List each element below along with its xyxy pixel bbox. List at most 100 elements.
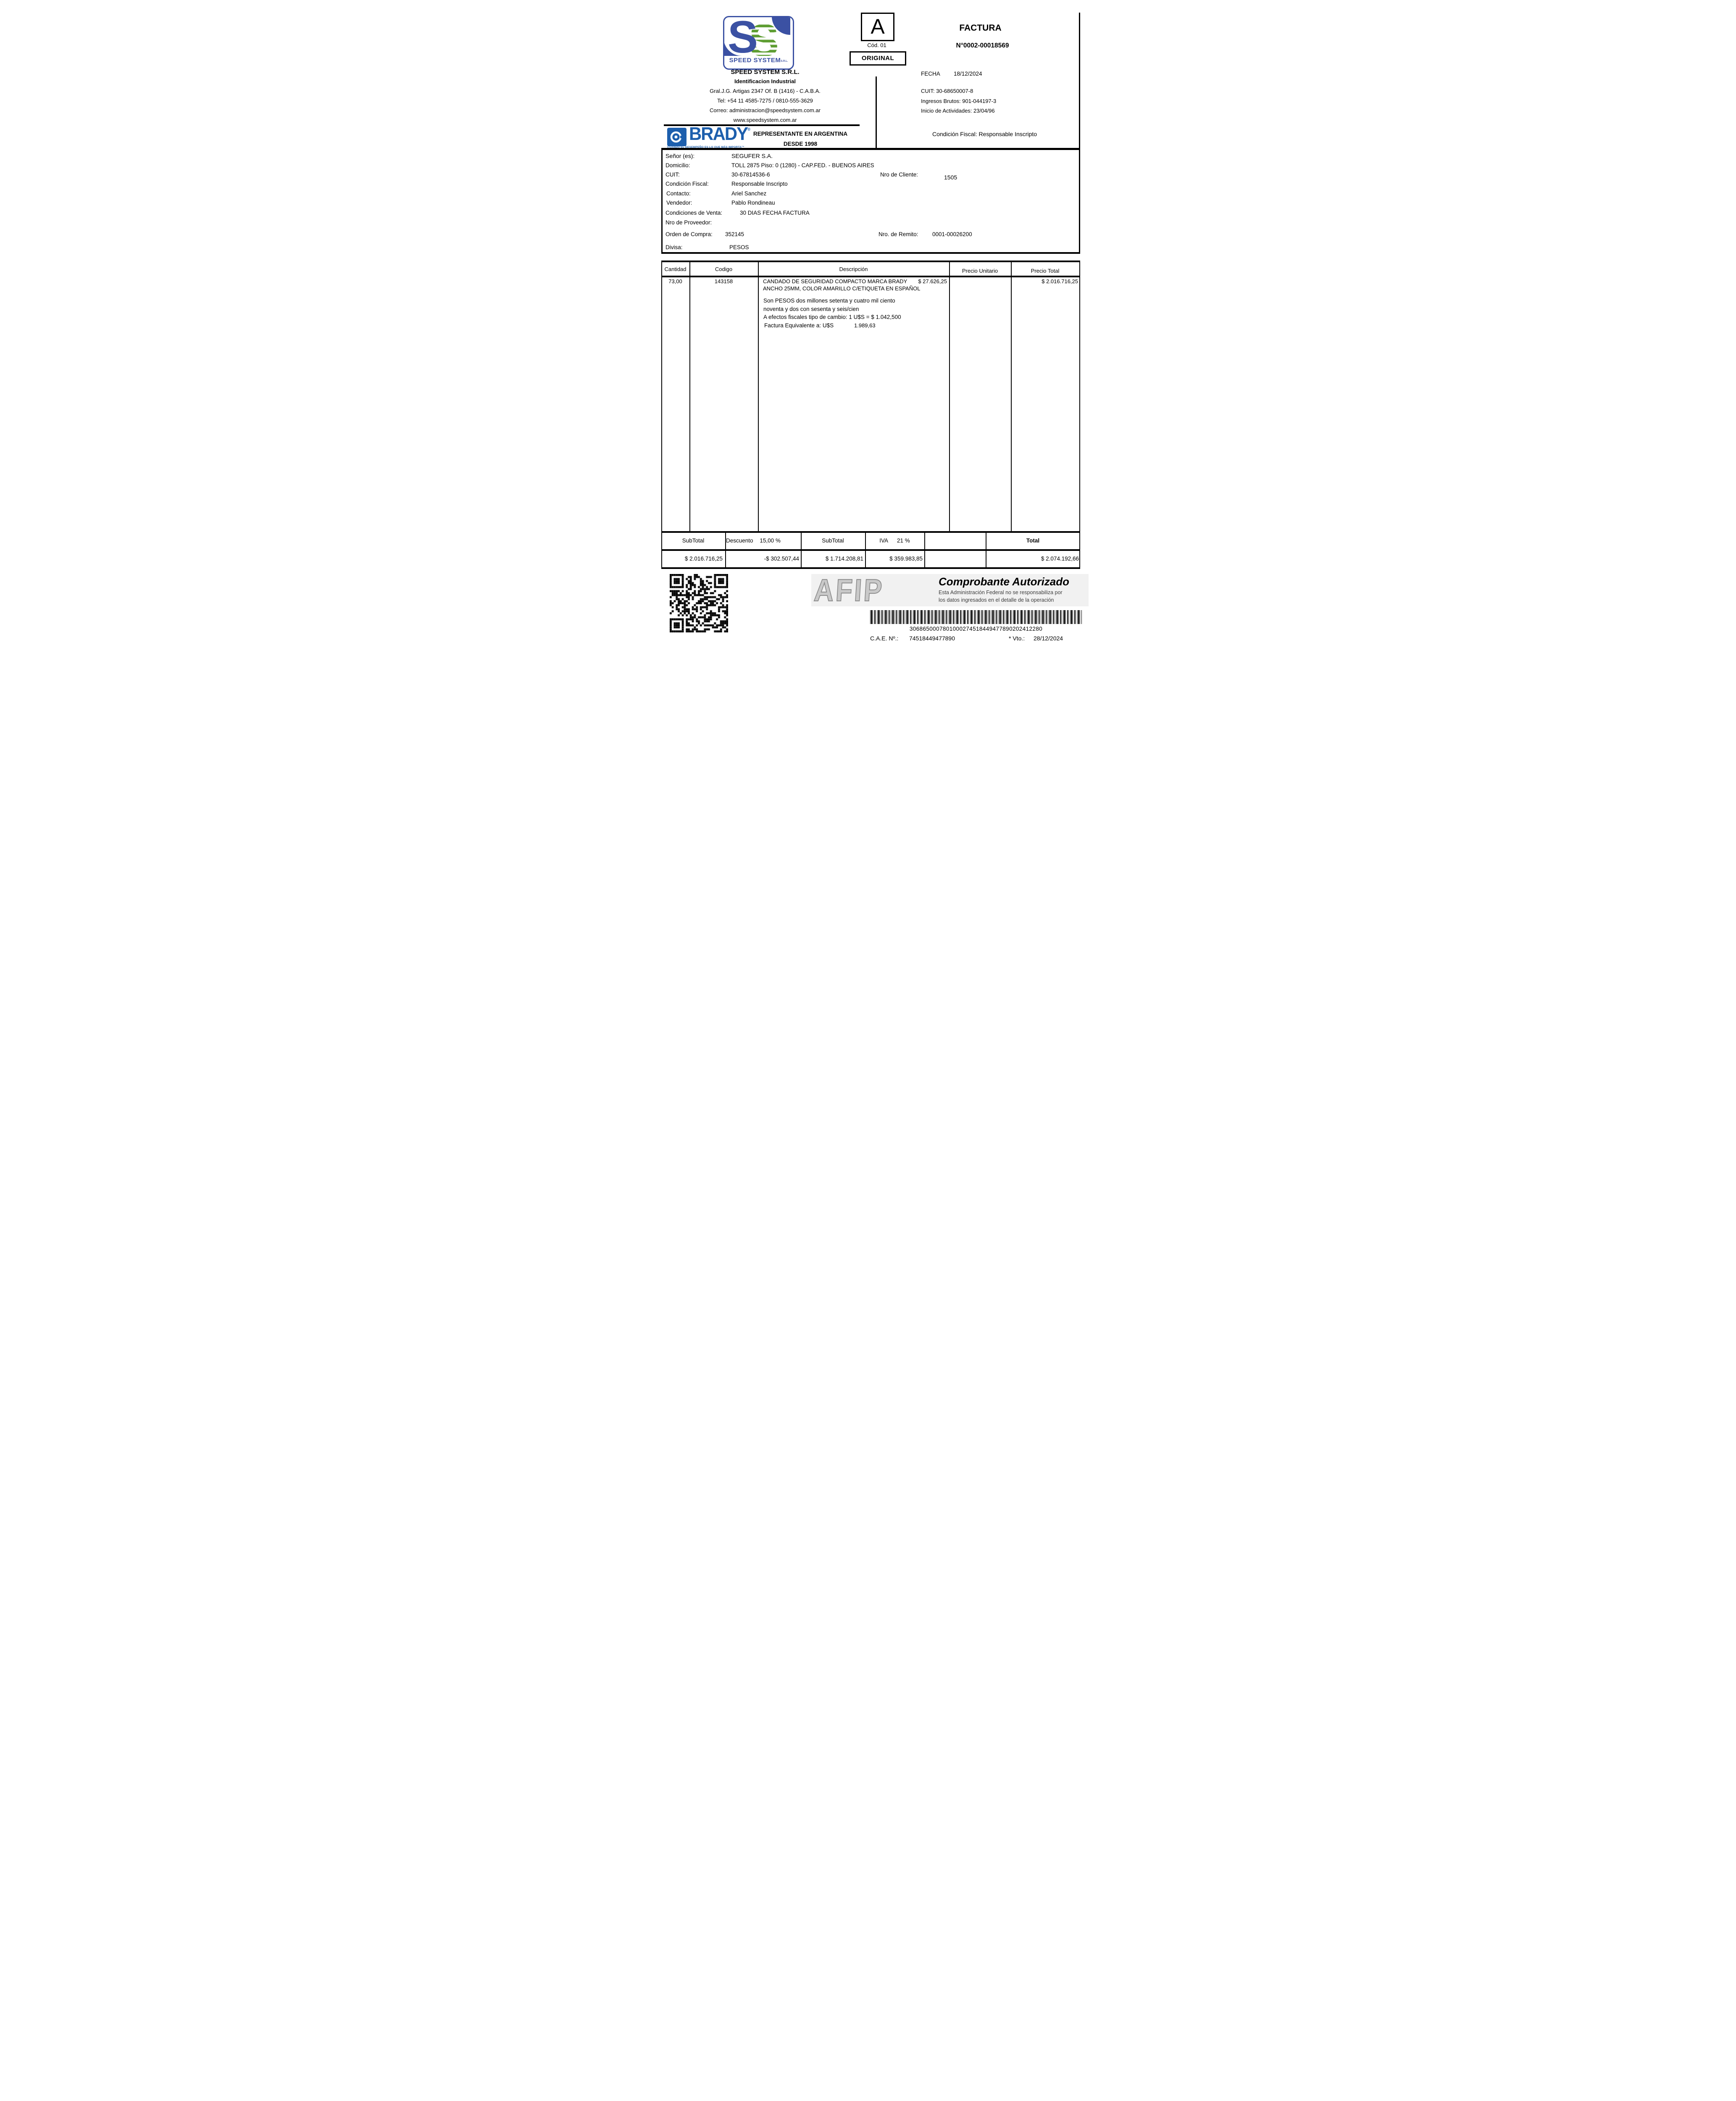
company-gross-income: Ingresos Brutos: 901-044197-3: [921, 98, 997, 104]
totals-header-iva: IVA 21 %: [865, 537, 924, 544]
date-value: 18/12/2024: [954, 71, 982, 77]
client-sale-terms-label: Condiciones de Venta:: [665, 210, 723, 216]
client-address-label: Domicilio:: [665, 162, 690, 169]
doc-number: N°0002-00018569: [956, 42, 1009, 49]
totals-subtotal1-value: $ 2.016.716,25: [684, 556, 723, 562]
totals-header-descuento: Descuento 15,00 %: [726, 537, 801, 544]
client-box-top-border: [661, 148, 1080, 150]
client-contact-label: Contacto:: [666, 190, 691, 197]
item-total-price: $ 2.016.716,25: [1042, 278, 1078, 284]
invoice-page: S S SPEED SYSTEMS.R.L. SPEED SYSTEM S.R.…: [637, 0, 1099, 653]
client-fiscal-condition-label: Condición Fiscal:: [665, 181, 709, 187]
qr-code-icon: [670, 574, 728, 632]
client-box-left-border: [661, 148, 663, 254]
header-right-border: [1079, 13, 1080, 148]
invoice-letter: A: [871, 15, 885, 38]
afip-disclaimer-line1: Esta Administración Federal no se respon…: [939, 590, 1063, 595]
client-salesman-value: Pablo Rondineau: [731, 200, 775, 206]
col-header-codigo: Codigo: [715, 266, 733, 272]
item-description-line2: ANCHO 25MM, COLOR AMARILLO C/ETIQUETA EN…: [763, 285, 921, 292]
company-name: SPEED SYSTEM S.R.L.: [731, 68, 800, 76]
client-name-value: SEGUFER S.A.: [731, 153, 773, 159]
totals-iva-rate: 21 %: [897, 537, 910, 544]
totals-iva-label: IVA: [879, 537, 888, 544]
brady-representative-line2: DESDE 1998: [783, 141, 818, 147]
equivalent-value: 1.989,63: [854, 322, 876, 329]
purchase-order-label: Orden de Compra:: [665, 231, 713, 237]
client-sale-terms-value: 30 DIAS FECHA FACTURA: [740, 210, 810, 216]
client-address-value: TOLL 2875 Piso: 0 (1280) - CAP.FED. - BU…: [731, 162, 874, 169]
amount-in-words-line2: noventa y dos con sesenta y seis/cien: [763, 306, 859, 312]
items-table-left-border: [661, 261, 662, 569]
totals-descuento-label: Descuento: [726, 537, 753, 544]
items-col-divider-1: [689, 261, 690, 531]
client-fiscal-condition-value: Responsable Inscripto: [731, 181, 788, 187]
header-vertical-divider: [876, 76, 877, 148]
totals-header-subtotal1: SubTotal: [682, 537, 705, 544]
brady-logo: BRADY® CUANDO EL DESEMPEÑO ES LO QUE MÁS…: [667, 124, 793, 150]
equivalent-label: Factura Equivalente a: U$S: [764, 322, 834, 329]
barcode-icon: [870, 610, 1082, 624]
totals-total-value: $ 2.074.192,66: [1041, 556, 1079, 562]
totals-col-divider-3: [865, 531, 866, 569]
totals-bottom-border: [661, 567, 1080, 569]
currency-value: PESOS: [729, 244, 749, 250]
items-col-divider-4: [1011, 261, 1012, 531]
company-tagline: Identificacion Industrial: [734, 78, 796, 84]
speed-system-logo-suffix: S.R.L.: [781, 60, 788, 63]
client-contact-value: Ariel Sanchez: [731, 190, 767, 197]
delivery-note-label: Nro. de Remito:: [879, 231, 918, 237]
totals-iva-value: $ 359.983,85: [889, 556, 923, 562]
col-header-precio-total: Precio Total: [1031, 268, 1060, 274]
col-header-precio-unitario: Precio Unitario: [962, 268, 998, 274]
totals-middle-border: [661, 549, 1080, 551]
company-fiscal-condition: Condición Fiscal: Responsable Inscripto: [932, 131, 1037, 137]
company-address: Gral.J.G. Artigas 2347 Of. B (1416) - C.…: [710, 88, 821, 94]
barcode-number: 3068650007801000274518449477890202412280: [909, 626, 1043, 632]
brady-logo-tagline: CUANDO EL DESEMPEÑO ES LO QUE MÁS IMPORT…: [667, 146, 745, 149]
totals-col-divider-1: [725, 531, 726, 569]
item-quantity: 73,00: [668, 278, 682, 284]
afip-banner: [811, 574, 1089, 606]
item-unit-price: $ 27.626,25: [918, 278, 947, 284]
brady-representative-line1: REPRESENTANTE EN ARGENTINA: [753, 131, 848, 137]
totals-col-divider-4: [924, 531, 925, 569]
col-header-descripcion: Descripción: [839, 266, 868, 272]
vto-value: 28/12/2024: [1034, 635, 1063, 642]
item-code: 143158: [714, 278, 733, 284]
company-phone: Tel: +54 11 4585-7275 / 0810-555-3629: [717, 97, 813, 104]
amount-in-words-line1: Son PESOS dos millones setenta y cuatro …: [763, 298, 895, 304]
speed-system-logo: S S SPEED SYSTEMS.R.L.: [723, 16, 794, 70]
authorized-title: Comprobante Autorizado: [939, 575, 1070, 588]
company-website: www.speedsystem.com.ar: [733, 117, 797, 123]
totals-col-divider-2: [801, 531, 802, 569]
items-col-divider-3: [949, 261, 950, 531]
items-table-right-border: [1079, 261, 1080, 569]
divider-under-company: [664, 124, 860, 126]
client-box-bottom-border: [661, 252, 1080, 254]
speed-system-logo-text: SPEED SYSTEMS.R.L.: [729, 57, 788, 64]
totals-descuento-value: -$ 302.507,44: [764, 556, 799, 562]
currency-label: Divisa:: [665, 244, 683, 250]
invoice-letter-code: Cód. 01: [867, 42, 886, 48]
purchase-order-value: 352145: [725, 231, 744, 237]
col-header-cantidad: Cantidad: [664, 266, 687, 272]
item-description-line1: CANDADO DE SEGURIDAD COMPACTO MARCA BRAD…: [763, 278, 907, 284]
client-number-value: 1505: [944, 174, 957, 181]
cae-value: 74518449477890: [909, 635, 955, 642]
company-email: Correo: administracion@speedsystem.com.a…: [710, 107, 821, 113]
afip-logo: AFIP: [813, 572, 885, 608]
items-col-divider-2: [758, 261, 759, 531]
totals-header-subtotal2: SubTotal: [822, 537, 844, 544]
exchange-rate-note: A efectos fiscales tipo de cambio: 1 U$S…: [763, 314, 901, 320]
speed-system-logo-mark: S S: [724, 17, 790, 66]
client-cuit-label: CUIT:: [665, 171, 680, 178]
brady-registered-icon: ®: [747, 127, 751, 132]
client-number-label: Nro de Cliente:: [880, 171, 918, 178]
brady-logo-text: BRADY®: [689, 124, 751, 144]
client-supplier-number-label: Nro de Proveedor:: [665, 219, 712, 226]
items-table-top-border: [661, 261, 1080, 262]
afip-disclaimer-line2: los datos ingresados en el detalle de la…: [939, 597, 1054, 603]
vto-label: * Vto.:: [1009, 635, 1025, 642]
totals-header-total: Total: [1026, 537, 1040, 544]
